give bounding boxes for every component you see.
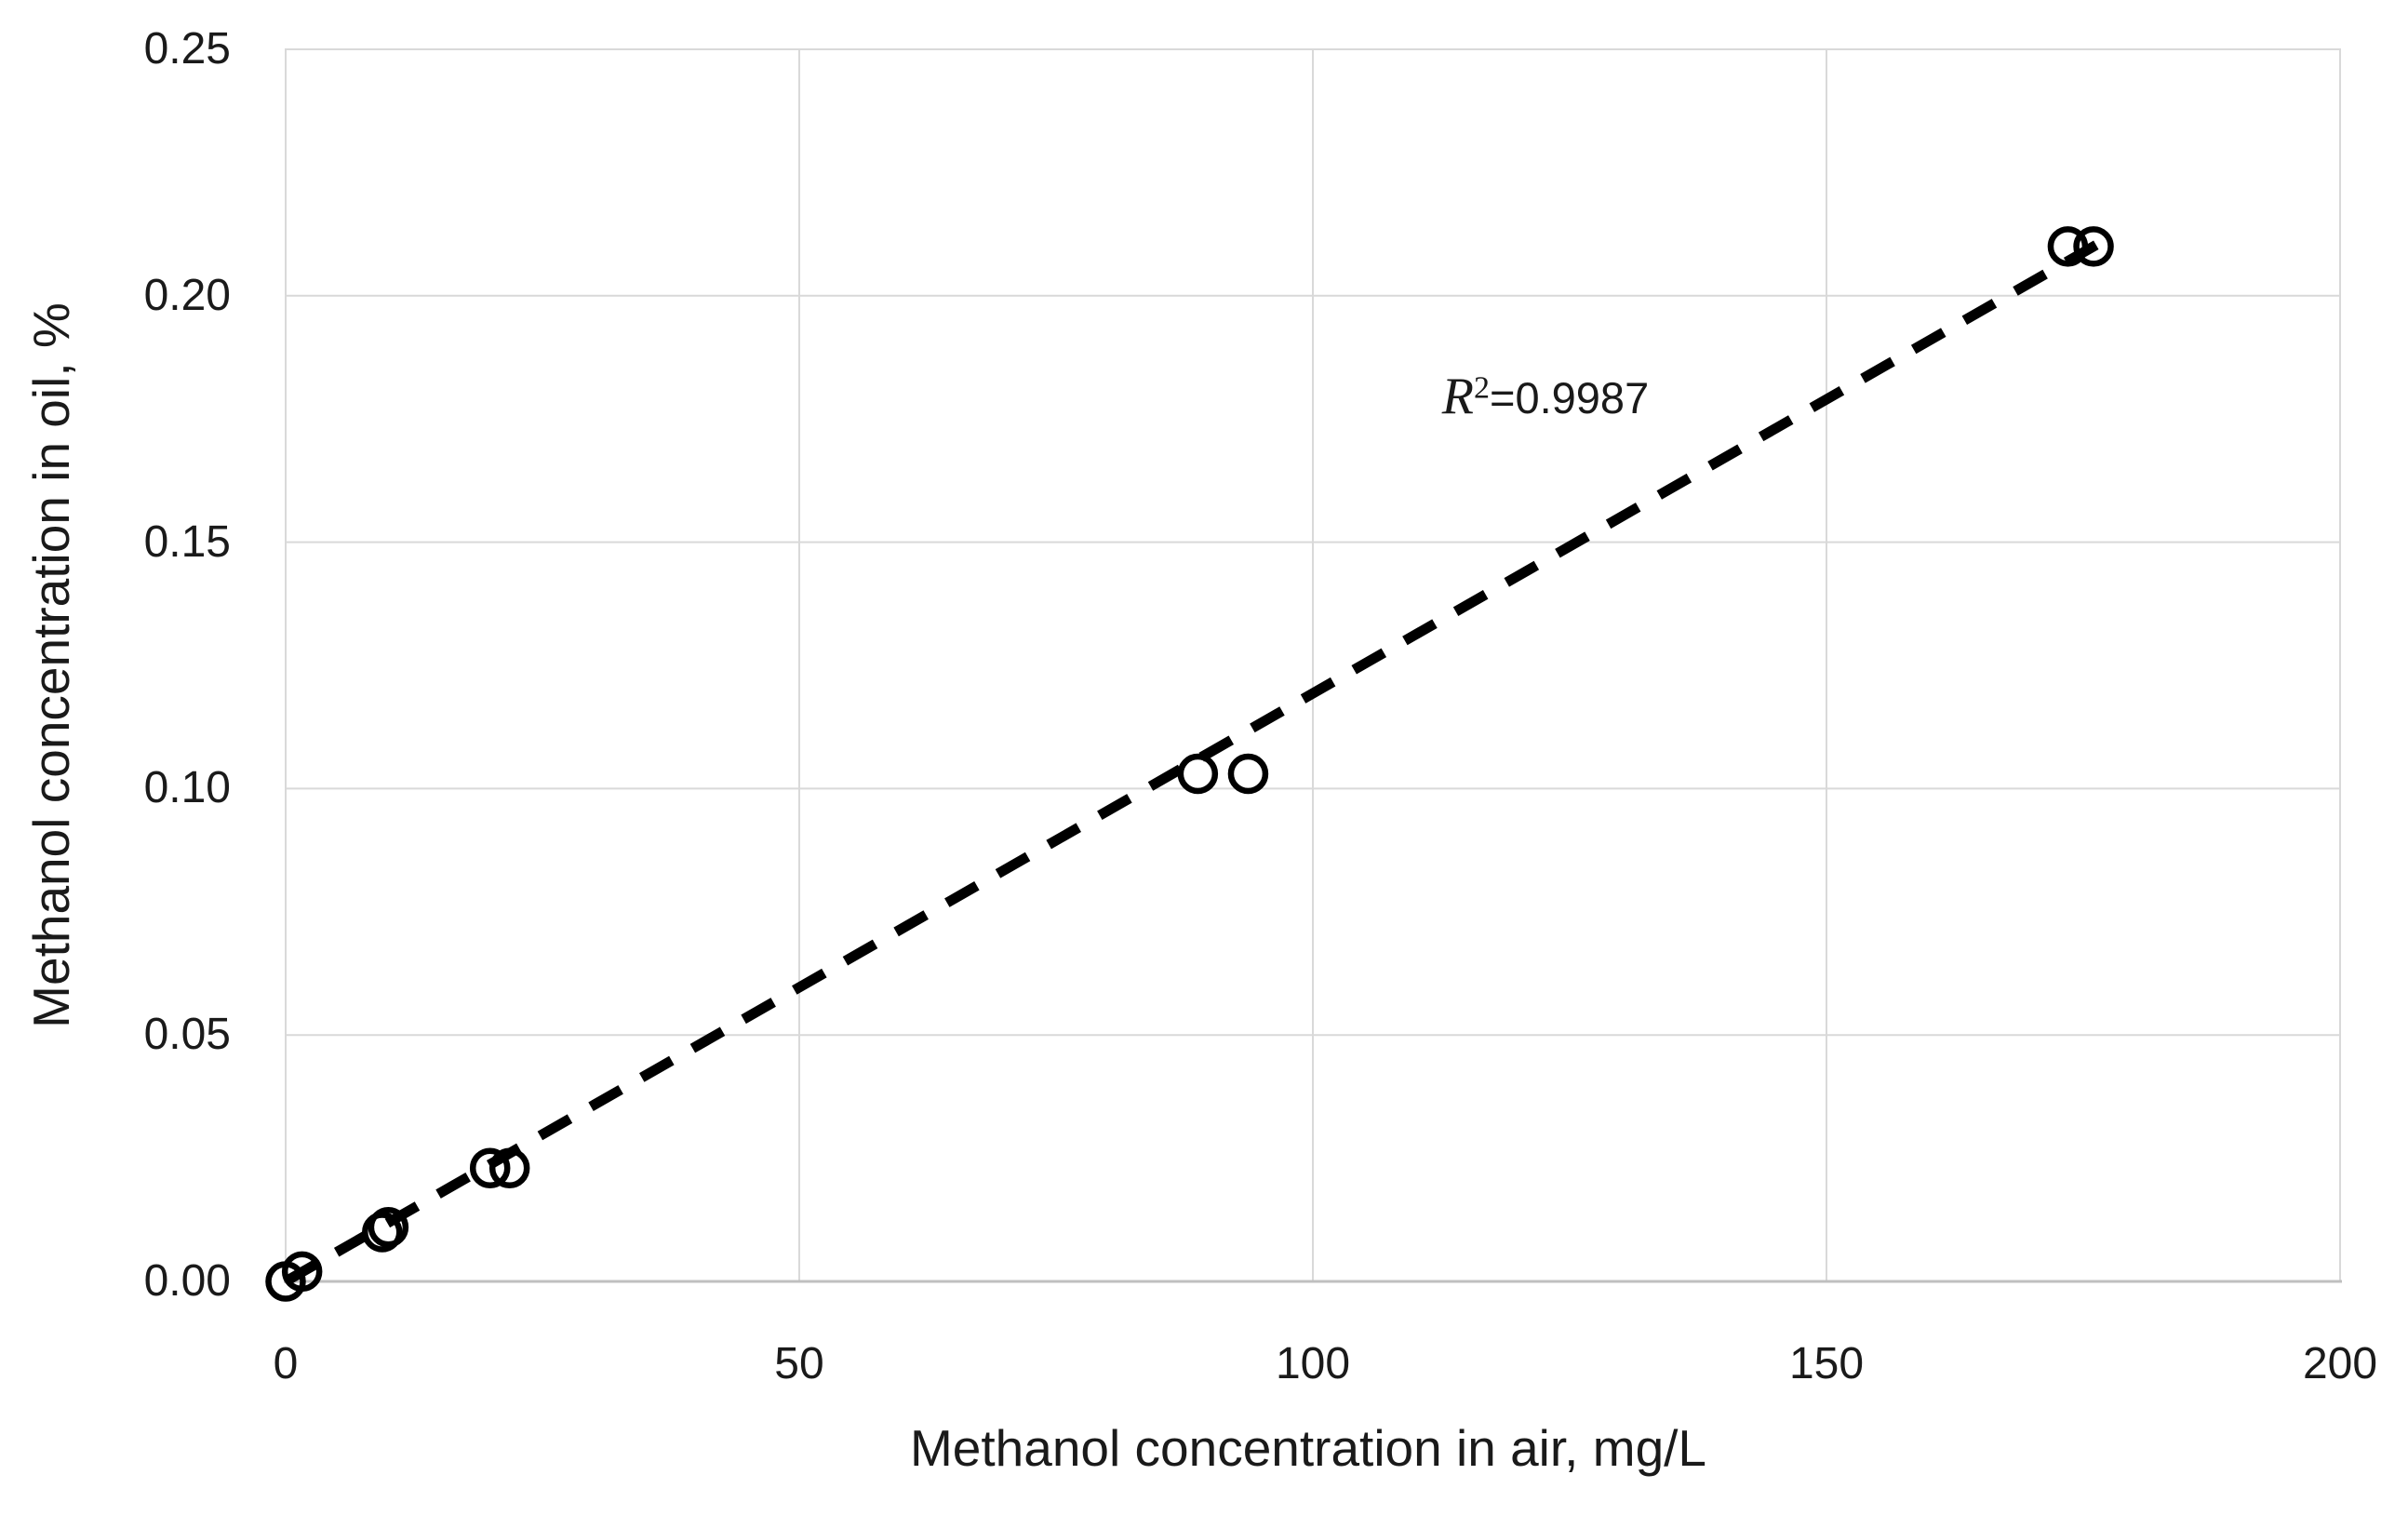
y-axis-title: Methanol concentration in oil, % <box>22 302 80 1028</box>
data-point-marker <box>2047 226 2089 267</box>
x-tick-label: 50 <box>774 1339 824 1388</box>
y-tick-label: 0.15 <box>143 516 231 567</box>
data-point-marker <box>488 1147 530 1188</box>
data-point-marker <box>469 1147 511 1188</box>
data-point-marker <box>362 1212 403 1253</box>
x-tick-label: 100 <box>1275 1339 1351 1388</box>
y-tick-label: 0.25 <box>143 24 231 74</box>
r-symbol: R <box>1441 368 1475 425</box>
r-exponent: 2 <box>1474 370 1491 406</box>
data-point-marker <box>281 1251 323 1293</box>
x-tick-label: 0 <box>273 1339 299 1388</box>
data-point-marker <box>2073 226 2114 267</box>
r-squared-annotation: R2=0.9987 <box>1442 367 1649 426</box>
data-point-marker <box>1227 753 1269 795</box>
y-tick-label: 0.00 <box>143 1256 231 1306</box>
x-tick-label: 150 <box>1788 1339 1865 1388</box>
data-point-marker <box>1177 753 1219 795</box>
y-tick-label: 0.20 <box>143 270 231 320</box>
y-tick-label: 0.05 <box>143 1010 231 1060</box>
r-value: =0.9987 <box>1490 373 1650 422</box>
x-tick-label: 200 <box>2302 1339 2378 1388</box>
y-tick-label: 0.10 <box>143 763 231 813</box>
x-axis-title: Methanol concentration in air, mg/L <box>909 1419 1707 1477</box>
data-point-marker <box>368 1206 409 1248</box>
